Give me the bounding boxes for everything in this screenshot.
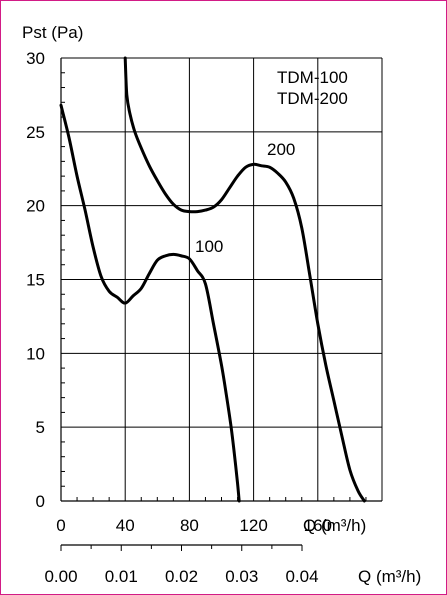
secondary-x-tick-label-0.02: 0.02 [165, 567, 198, 586]
x-tick-label-120: 120 [239, 516, 267, 535]
y-axis-label: Pst (Pa) [22, 23, 83, 42]
series-100-label: 100 [195, 237, 223, 256]
y-tick-label-30: 30 [26, 49, 45, 68]
text-layer: Pst (Pa) TDM-100 TDM-200 200 100 Q (m³/h… [22, 23, 421, 586]
secondary-x-tick-label-0.03: 0.03 [225, 567, 258, 586]
x-axis-label: Q (m³/h) [303, 516, 366, 535]
legend-line-1: TDM-100 [277, 68, 348, 87]
x-tick-label-0: 0 [56, 516, 65, 535]
axes [60, 58, 382, 551]
y-tick-label-10: 10 [26, 344, 45, 363]
series-200-label: 200 [267, 140, 295, 159]
secondary-x-axis-label: Q (m³/h) [358, 567, 421, 586]
y-tick-label-5: 5 [36, 418, 45, 437]
legend-line-2: TDM-200 [277, 89, 348, 108]
x-tick-label-40: 40 [116, 516, 135, 535]
x-tick-label-80: 80 [180, 516, 199, 535]
series-line-200 [123, 56, 366, 503]
series-layer [59, 56, 366, 503]
secondary-x-tick-label-0.04: 0.04 [285, 567, 318, 586]
secondary-x-tick-label-0.01: 0.01 [105, 567, 138, 586]
y-tick-label-20: 20 [26, 197, 45, 216]
series-line-100 [59, 103, 241, 503]
secondary-x-tick-label-0.00: 0.00 [44, 567, 77, 586]
x-tick-label-160: 160 [304, 516, 332, 535]
y-tick-label-25: 25 [26, 123, 45, 142]
y-tick-label-15: 15 [26, 271, 45, 290]
y-tick-label-0: 0 [36, 492, 45, 511]
